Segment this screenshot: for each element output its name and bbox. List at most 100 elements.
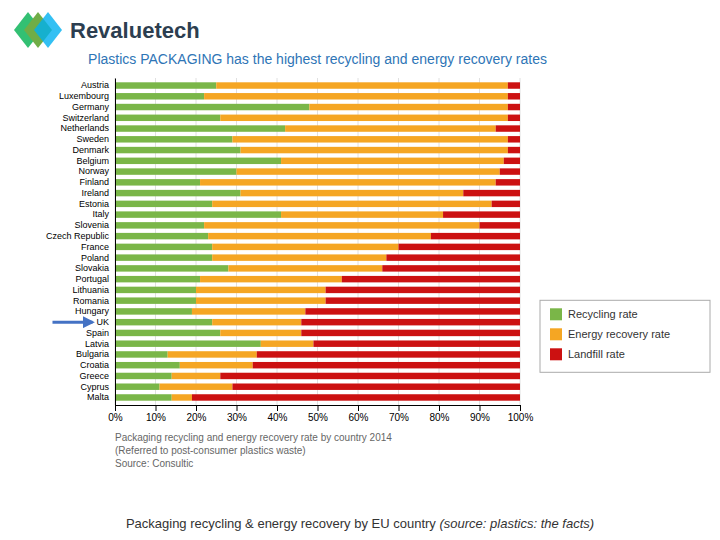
bar-segment (168, 351, 257, 357)
logo-text: Revaluetech (70, 18, 200, 43)
bar-segment (115, 233, 208, 239)
bar-segment (115, 222, 204, 228)
bar-segment (192, 394, 520, 400)
y-tick: Hungary (75, 306, 110, 316)
bar-segment (115, 330, 220, 336)
bar-segment (253, 362, 520, 368)
bar-segment (508, 115, 520, 121)
bar-segment (115, 147, 241, 153)
x-tick-label: 80% (429, 412, 449, 423)
y-tick-label: Malta (87, 392, 109, 402)
bar-segment (115, 93, 204, 99)
x-tick-mark (520, 405, 521, 411)
bar-segment (281, 158, 504, 164)
bar-segment (115, 168, 237, 174)
y-tick: France (81, 242, 109, 252)
bar-segment (212, 244, 398, 250)
x-tick-label: 40% (267, 412, 287, 423)
x-tick-mark (480, 405, 481, 411)
x-tick: 100% (508, 405, 534, 423)
bar-segment (172, 394, 192, 400)
x-tick: 80% (429, 405, 449, 423)
x-tick: 40% (267, 405, 287, 423)
bar-segment (508, 93, 520, 99)
bar-segment (115, 394, 172, 400)
y-tick-label: Denmark (72, 145, 109, 155)
plot: 0%10%20%30%40%50%60%70%80%90%100%Austria… (46, 78, 533, 423)
y-tick: Slovakia (75, 263, 109, 273)
bar-segment (115, 254, 212, 260)
bar-segment (508, 104, 520, 110)
x-tick-mark (439, 405, 440, 411)
x-tick: 60% (348, 405, 368, 423)
y-tick-label: Bulgaria (76, 349, 109, 359)
bar-segment (200, 276, 342, 282)
bar-segment (204, 93, 508, 99)
y-tick: Ireland (81, 188, 109, 198)
bar-segment (115, 319, 212, 325)
y-tick-label: France (81, 242, 109, 252)
y-tick-label: Poland (81, 253, 109, 263)
x-tick-mark (237, 405, 238, 411)
x-tick: 30% (227, 405, 247, 423)
bar-segment (196, 297, 326, 303)
bar-segment (172, 373, 221, 379)
bar-segment (212, 201, 491, 207)
x-tick: 10% (146, 405, 166, 423)
bar-segment (285, 125, 496, 131)
x-tick-mark (277, 405, 278, 411)
footer-text: (source: plastics: the facts) (439, 516, 594, 531)
bar-segment (508, 147, 520, 153)
bar-segment (115, 136, 232, 142)
y-tick-label: Romania (73, 296, 109, 306)
y-tick-label: Switzerland (62, 113, 109, 123)
y-tick-label: Italy (92, 209, 109, 219)
bar-segment (326, 297, 520, 303)
bar-segment (208, 233, 431, 239)
bar-segment (301, 330, 520, 336)
y-tick: Czech Republic (46, 231, 110, 241)
bar-segment (500, 168, 520, 174)
bar-segment (508, 136, 520, 142)
y-tick-label: Austria (81, 80, 109, 90)
bar-segment (220, 115, 508, 121)
bar-segment (115, 383, 160, 389)
y-tick: UK (96, 317, 109, 327)
x-tick-label: 60% (348, 412, 368, 423)
y-tick: Switzerland (62, 113, 109, 123)
y-tick: Latvia (85, 339, 109, 349)
x-tick: 0% (108, 405, 123, 423)
legend-item: Landfill rate (550, 348, 625, 360)
bar-segment (241, 147, 508, 153)
y-tick-label: Sweden (76, 134, 109, 144)
bar-segment (508, 82, 520, 88)
y-tick: Luxembourg (59, 91, 109, 101)
bar-segment (115, 104, 309, 110)
bar-segment (115, 265, 228, 271)
bar-segment (431, 233, 520, 239)
y-tick-label: Hungary (75, 306, 110, 316)
bar-segment (463, 190, 520, 196)
legend-swatch (550, 328, 562, 340)
x-tick-label: 70% (389, 412, 409, 423)
y-tick-label: Ireland (81, 188, 109, 198)
bar-segment (232, 136, 507, 142)
y-tick: Poland (81, 253, 109, 263)
y-tick: Greece (79, 371, 109, 381)
bar-segment (309, 104, 507, 110)
y-tick-label: Lithuania (72, 285, 109, 295)
bar-segment (257, 351, 520, 357)
y-tick-label: Estonia (79, 199, 109, 209)
legend-swatch (550, 308, 562, 320)
bar-segment (115, 276, 200, 282)
bar-segment (192, 308, 305, 314)
bar-segment (301, 319, 520, 325)
subtitle: Packaging recycling and energy recovery … (115, 432, 392, 443)
y-tick-label: Croatia (80, 360, 109, 370)
x-axis: 0%10%20%30%40%50%60%70%80%90%100% (108, 405, 533, 423)
logo-diamond (34, 12, 62, 48)
bar-segment (399, 244, 521, 250)
y-tick: Croatia (80, 360, 109, 370)
x-tick-mark (156, 405, 157, 411)
bar-segment (115, 115, 220, 121)
